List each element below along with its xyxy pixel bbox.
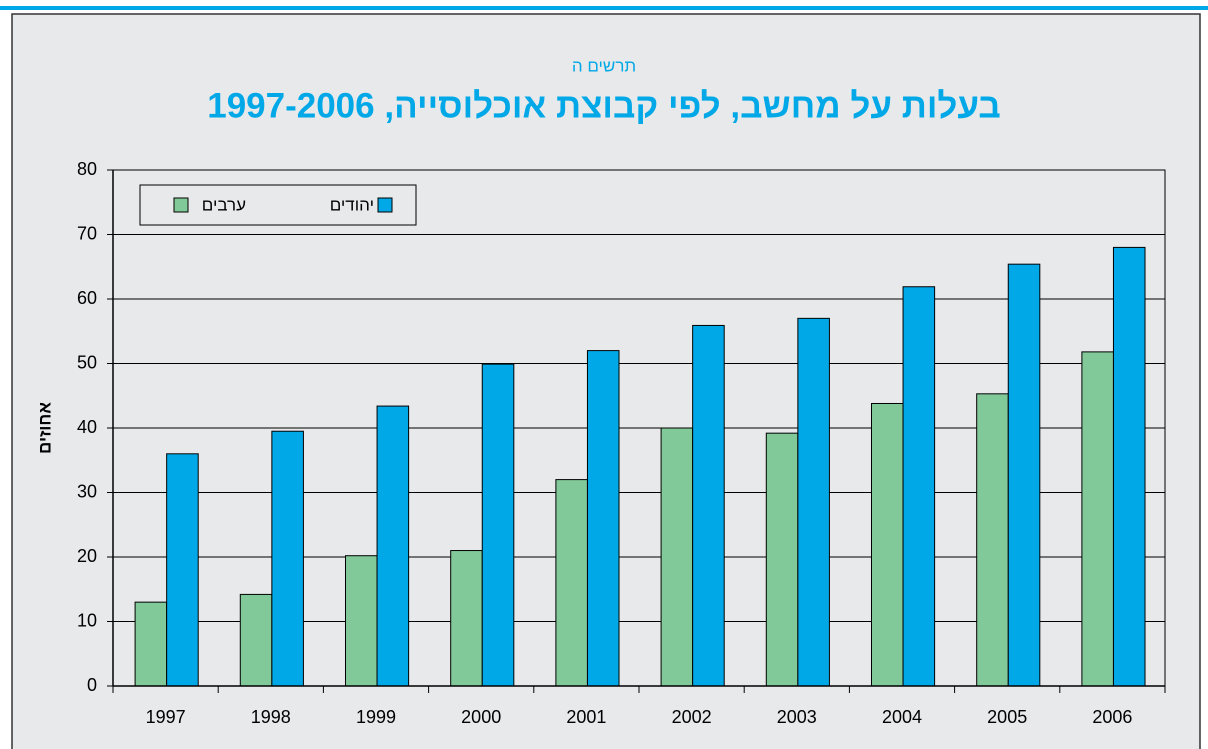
legend-swatch xyxy=(173,197,189,213)
y-tick-label: 70 xyxy=(77,223,97,243)
bar xyxy=(586,350,620,687)
bar xyxy=(166,453,199,687)
y-tick-label: 30 xyxy=(77,481,97,501)
x-tick-label: 2001 xyxy=(566,707,606,727)
bar xyxy=(376,405,410,687)
y-tick-label: 50 xyxy=(77,352,97,372)
x-tick-label: 2003 xyxy=(777,707,817,727)
bar xyxy=(344,555,378,687)
chart-subtitle: תרשים ה xyxy=(572,56,636,75)
bar xyxy=(134,601,168,687)
bar xyxy=(797,317,830,687)
x-tick-label: 1999 xyxy=(356,707,396,727)
bar xyxy=(902,286,936,687)
y-tick-label: 40 xyxy=(77,417,97,437)
bar xyxy=(692,324,725,687)
y-axis-label: אחוזים xyxy=(35,402,54,454)
bar xyxy=(976,393,1009,687)
bar xyxy=(239,593,273,687)
x-tick-label: 2002 xyxy=(672,707,712,727)
y-tick-label: 60 xyxy=(77,288,97,308)
y-tick-label: 80 xyxy=(77,159,97,179)
x-tick-label: 2000 xyxy=(461,707,501,727)
bar xyxy=(481,363,515,687)
x-tick-label: 1997 xyxy=(146,707,186,727)
bar xyxy=(870,402,904,687)
bar xyxy=(450,550,483,687)
chart-title: בעלות על מחשב, לפי קבוצת אוכלוסייה, 1997… xyxy=(207,86,1001,125)
bar xyxy=(271,430,304,687)
legend-label: ערבים xyxy=(202,195,246,214)
x-tick-label: 2005 xyxy=(987,707,1027,727)
bar xyxy=(660,427,694,687)
bar xyxy=(1112,246,1146,687)
y-tick-label: 20 xyxy=(77,546,97,566)
x-tick-label: 1998 xyxy=(251,707,291,727)
bar xyxy=(1081,351,1114,687)
bar xyxy=(555,479,588,687)
bar xyxy=(1007,263,1041,687)
bar xyxy=(765,432,799,687)
y-tick-label: 0 xyxy=(87,675,97,695)
x-tick-label: 2004 xyxy=(882,707,922,727)
y-tick-label: 10 xyxy=(77,610,97,630)
legend-swatch xyxy=(377,197,393,213)
top-rule xyxy=(0,6,1208,10)
x-tick-label: 2006 xyxy=(1092,707,1132,727)
legend-label: יהודים xyxy=(330,195,374,214)
